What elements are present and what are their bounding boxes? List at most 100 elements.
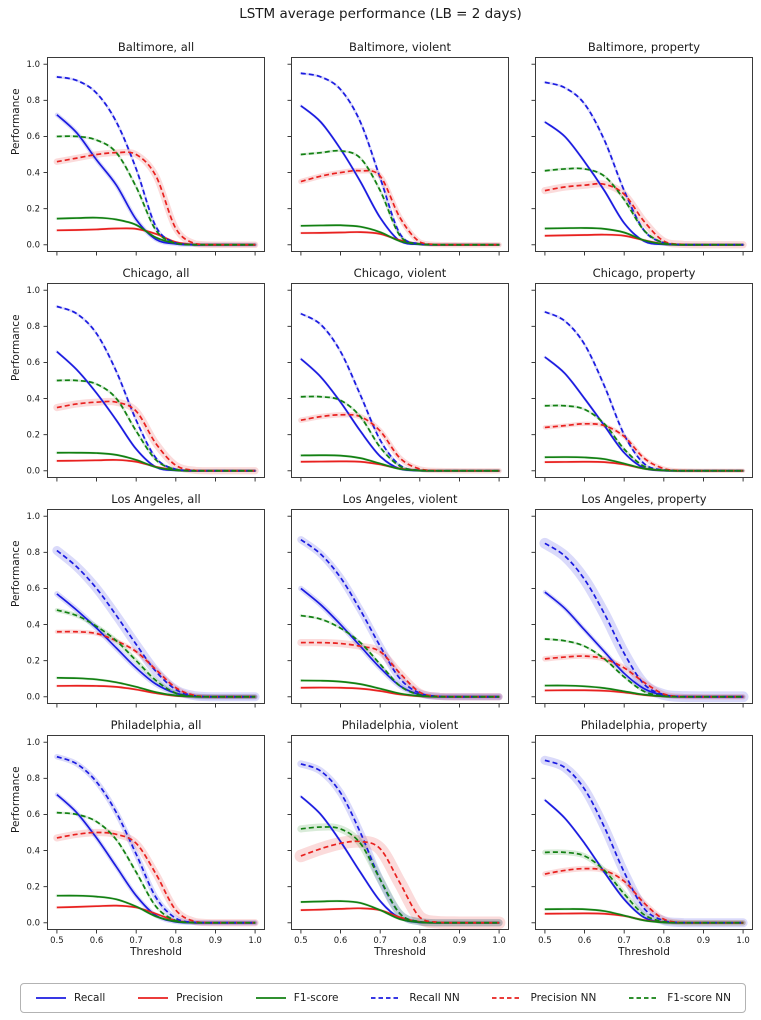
subplot-chicago-violent (287, 283, 509, 482)
x-tick-label: 0.6 (90, 936, 104, 946)
recall_nn-legend-line-icon (371, 997, 402, 999)
y-tick-label: 1.0 (26, 286, 40, 296)
precision_nn-line (300, 840, 500, 924)
x-tick-label: 0.9 (209, 936, 223, 946)
legend-label: Precision NN (530, 992, 597, 1004)
recall_nn-band (299, 312, 501, 473)
subplot-title-baltimore-violent: Baltimore, violent (348, 40, 452, 54)
x-tick-label: 0.8 (169, 936, 183, 946)
axes-spine (291, 509, 509, 704)
f1_nn-line (56, 811, 256, 924)
f1_nn-line (544, 851, 744, 924)
f1-legend-line-icon (255, 997, 286, 999)
subplot-title-philadelphia-all: Philadelphia, all (110, 718, 202, 732)
x-tick-label: 0.9 (697, 936, 711, 946)
recall_nn-line (544, 311, 744, 472)
precision_nn-legend-line-icon (492, 997, 523, 999)
f1_nn-line (544, 404, 744, 472)
axes-spine (535, 735, 753, 930)
legend-label: Recall NN (409, 992, 460, 1004)
y-tick-label: 0.4 (26, 168, 40, 178)
subplot-title-los-angeles-property: Los Angeles, property (581, 492, 707, 506)
axes-chicago-violent (287, 283, 509, 482)
f1_nn-band (543, 167, 745, 247)
subplot-philadelphia-violent: 0.5 0.6 0.7 0.8 0.9 1.0 (287, 735, 509, 946)
subplot-baltimore-all: 0.0 0.2 0.4 0.6 0.8 1.0 (26, 57, 265, 256)
axes-baltimore-all: 0.0 0.2 0.4 0.6 0.8 1.0 (26, 57, 265, 256)
legend-item-recall: Recall (35, 992, 105, 1004)
x-tick-label: 0.8 (657, 936, 671, 946)
f1_nn-line (300, 826, 500, 924)
recall-band (54, 792, 258, 925)
f1_nn-band (542, 849, 746, 926)
y-tick-label: 0.6 (26, 584, 40, 594)
subplot-title-philadelphia-property: Philadelphia, property (580, 718, 708, 732)
subplot-baltimore-property (531, 57, 753, 256)
y-tick-label: 0.8 (26, 774, 40, 784)
recall_nn-line (544, 759, 744, 924)
legend-label: Precision (176, 992, 223, 1004)
f1_nn-line (300, 614, 500, 698)
f1_nn-line (544, 167, 744, 246)
subplot-title-baltimore-all: Baltimore, all (117, 40, 195, 54)
subplot-title-chicago-property: Chicago, property (592, 266, 696, 280)
axes-philadelphia-all: 0.5 0.6 0.7 0.8 0.9 1.0 0.0 0.2 0.4 0.6 0.8 1.0 (26, 735, 265, 946)
y-tick-label: 1.0 (26, 60, 40, 70)
x-tick-label: 0.6 (334, 936, 348, 946)
x-tick-label: 0.7 (373, 936, 387, 946)
precision_nn-line (56, 400, 256, 472)
precision_nn-line (544, 655, 744, 698)
f1_nn-band (299, 149, 501, 247)
legend: Recall Precision F1-score Recall NN Precisio… (20, 983, 746, 1013)
recall-line (544, 356, 744, 472)
axes-los-angeles-property (531, 509, 753, 708)
y-tick-label: 0.0 (26, 466, 40, 476)
x-tick-label: 0.5 (538, 936, 552, 946)
recall_nn-band (55, 75, 257, 247)
f1_nn-line (544, 638, 744, 698)
precision_nn-band (53, 828, 259, 927)
subplot-philadelphia-property: 0.5 0.6 0.7 0.8 0.9 1.0 (531, 735, 753, 946)
subplot-chicago-all: 0.0 0.2 0.4 0.6 0.8 1.0 (26, 283, 265, 482)
subplot-title-chicago-all: Chicago, all (122, 266, 190, 280)
f1_nn-line (56, 135, 256, 246)
axes-chicago-property (531, 283, 753, 482)
x-tick-label: 0.9 (453, 936, 467, 946)
recall_nn-band (52, 546, 260, 702)
y-tick-label: 0.0 (26, 240, 40, 250)
axes-spine (535, 57, 753, 252)
y-tick-label: 0.4 (26, 620, 40, 630)
precision_nn-line (544, 182, 744, 246)
recall-band (543, 355, 745, 473)
legend-item-f1: F1-score (255, 992, 339, 1004)
recall-legend-line-icon (36, 997, 66, 999)
x-tick-label: 0.7 (617, 936, 631, 946)
subplot-title-philadelphia-violent: Philadelphia, violent (341, 718, 459, 732)
subplot-philadelphia-all: 0.5 0.6 0.7 0.8 0.9 1.0 0.0 0.2 0.4 0.6 0.8 1.0 (26, 735, 265, 946)
x-tick-label: 0.5 (294, 936, 308, 946)
y-tick-label: 1.0 (26, 512, 40, 522)
legend-item-precision: Precision (137, 992, 223, 1004)
axes-spine (47, 509, 265, 704)
recall_nn-band (540, 755, 748, 928)
axes-spine (47, 735, 265, 930)
x-tick-label: 0.8 (413, 936, 427, 946)
y-tick-label: 1.0 (26, 738, 40, 748)
axes-spine (47, 283, 265, 478)
axes-spine (291, 57, 509, 252)
f1_nn-legend-line-icon (629, 997, 660, 999)
axes-spine (535, 509, 753, 704)
recall-line (300, 795, 500, 924)
subplot-title-los-angeles-violent: Los Angeles, violent (342, 492, 458, 506)
subplot-baltimore-violent (287, 57, 509, 256)
axes-los-angeles-violent (287, 509, 509, 708)
recall_nn-band (543, 310, 745, 473)
y-tick-label: 0.0 (26, 692, 40, 702)
f1_nn-line (300, 149, 500, 246)
legend-label: Recall (74, 992, 106, 1004)
x-tick-label: 0.7 (129, 936, 143, 946)
legend-item-f1_nn: F1-score NN (628, 992, 731, 1004)
axes-philadelphia-property: 0.5 0.6 0.7 0.8 0.9 1.0 (531, 735, 753, 946)
y-tick-label: 0.8 (26, 96, 40, 106)
y-tick-label: 0.4 (26, 846, 40, 856)
